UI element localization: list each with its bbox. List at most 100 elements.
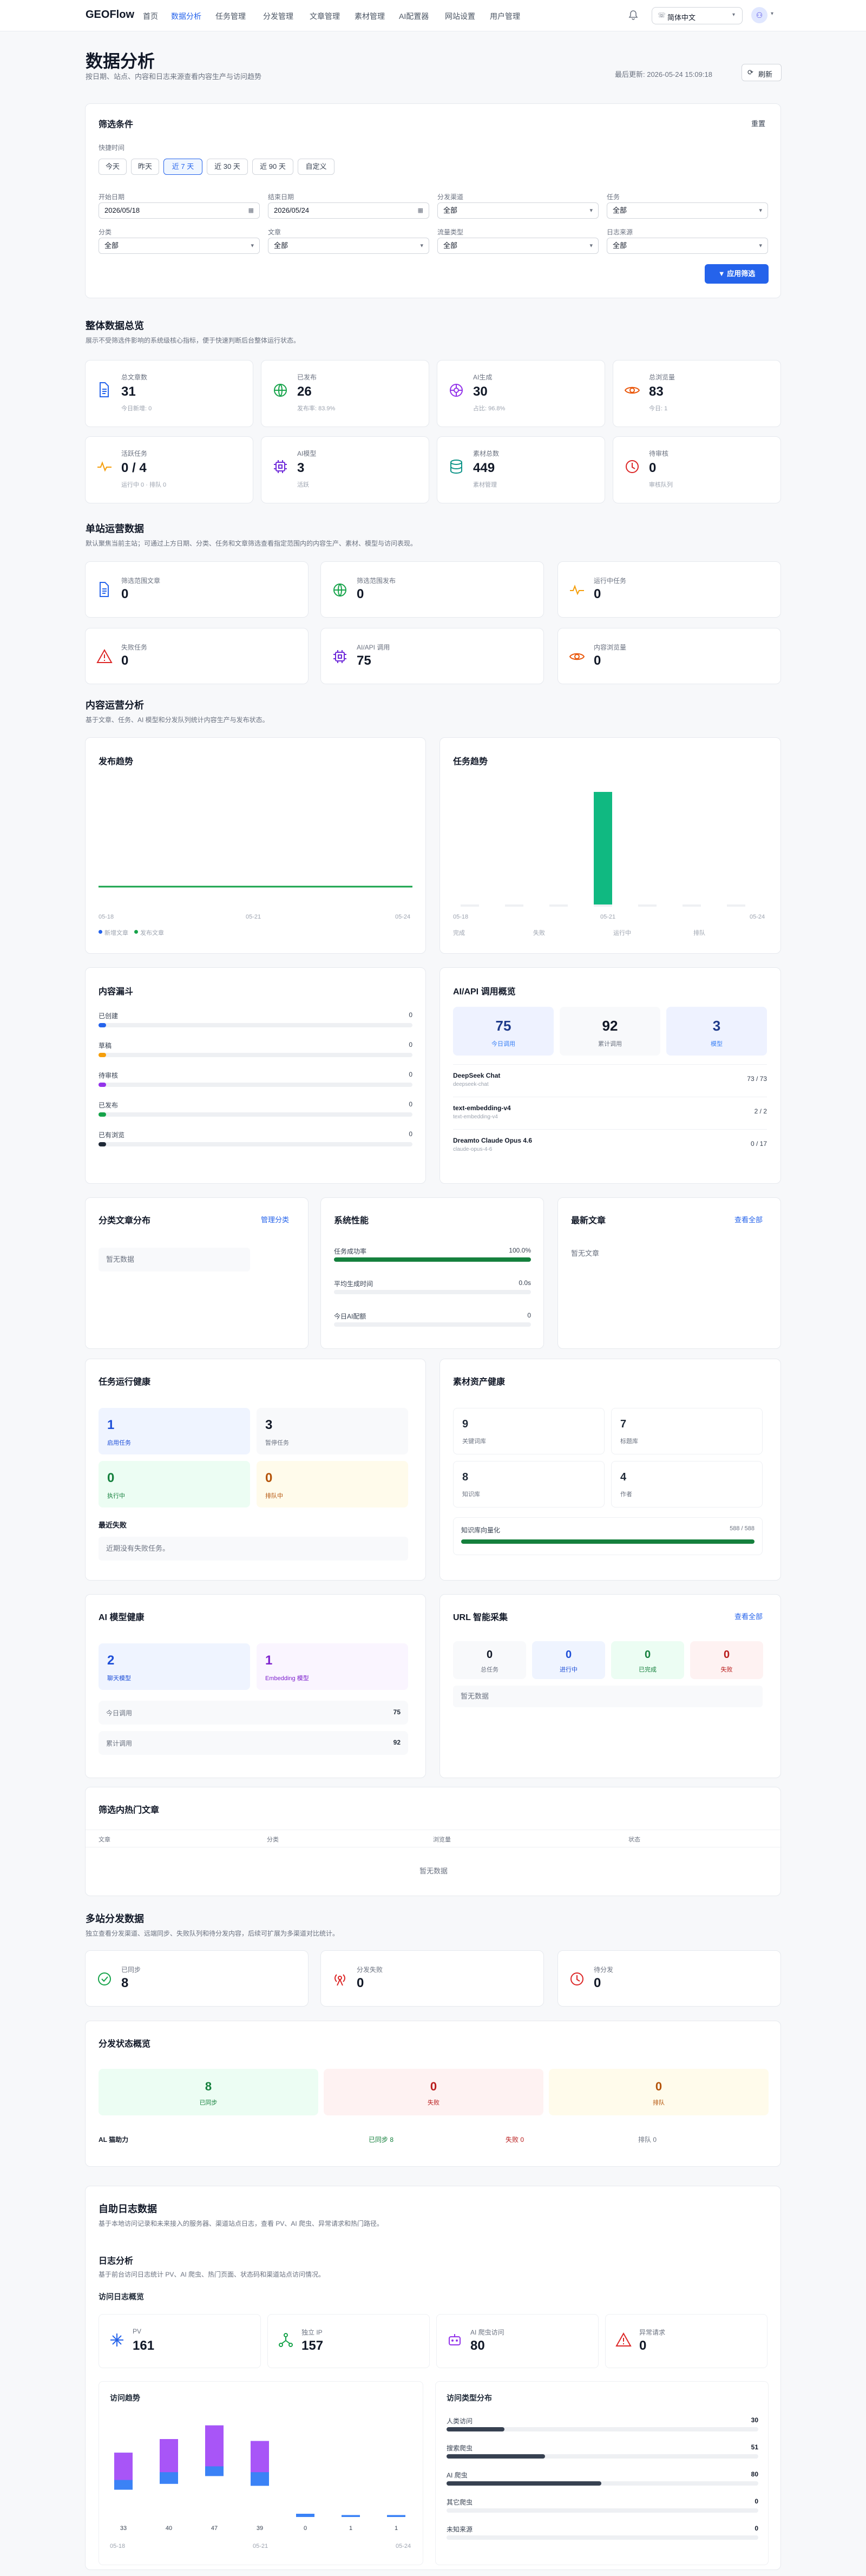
model-calls: 73 / 73 (747, 1075, 767, 1083)
type-value: 0 (755, 2525, 758, 2532)
last-updated: 最后更新: 2026-05-24 15:09:18 (615, 70, 712, 78)
tile-keywords: 9 关键词库 (453, 1408, 605, 1454)
visit-bar-human (387, 2515, 405, 2517)
col-header: 浏览量 (433, 1837, 451, 1843)
language-select[interactable]: ☏ 简体中文 ▾ (652, 7, 743, 24)
traffic-type-value: 全部 (443, 241, 458, 250)
visit-bar-label: 0 (304, 2525, 307, 2532)
card-value: 449 (473, 461, 495, 475)
bell-icon[interactable] (628, 10, 638, 21)
nav-users[interactable]: 用户管理 (490, 12, 520, 21)
card-label: 分发失败 (357, 1966, 383, 1974)
tile-value: 0 (565, 1649, 572, 1661)
system-performance-card: 系统性能 任务成功率 100.0% 平均生成时间 0.0s 今日AI配额 0 (320, 1197, 544, 1349)
recent-failures-title: 最近失败 (99, 1521, 127, 1529)
nav-analytics[interactable]: 数据分析 (171, 12, 201, 21)
apply-filter-button[interactable]: ▼ 应用筛选 (705, 264, 769, 284)
article-label: 文章 (268, 228, 281, 236)
card-value: 0 / 4 (121, 461, 147, 475)
view-all-link[interactable]: 查看全部 (734, 1216, 763, 1224)
nav-home[interactable]: 首页 (143, 12, 158, 21)
task-label: 任务 (607, 193, 620, 201)
nav-articles[interactable]: 文章管理 (310, 12, 340, 21)
card-note: 活跃 (297, 482, 309, 488)
latest-articles-card: 最新文章 查看全部 暂无文章 (557, 1197, 781, 1349)
site-card: 失败任务 0 (85, 628, 309, 684)
overview-desc: 展示不受筛选件影响的系统级核心指标，便于快速判断后台整体运行状态。 (86, 337, 300, 344)
card-label: 内容浏览量 (594, 644, 627, 651)
chip-icon (274, 460, 287, 473)
task-trend-chart (461, 792, 745, 907)
network-icon (279, 2333, 293, 2347)
quick-7-days[interactable]: 近 7 天 (163, 159, 202, 175)
log-source-label: 日志来源 (607, 228, 633, 236)
quick-custom[interactable]: 自定义 (298, 159, 334, 175)
chevron-down-icon: ▾ (589, 207, 593, 214)
task-category: 完成 (453, 930, 465, 936)
model-name: Dreamto Claude Opus 4.6 (453, 1137, 533, 1144)
start-date-input[interactable]: 2026/05/18 ▦ (99, 202, 260, 219)
category-empty: 暂无数据 (99, 1248, 250, 1271)
traffic-type-select[interactable]: 全部 ▾ (437, 238, 599, 254)
funnel-value: 0 (409, 1130, 412, 1138)
api-stat-models: 3 模型 (666, 1007, 767, 1056)
api-stat-today: 75 今日调用 (453, 1007, 554, 1056)
tile-value: 0 (655, 2080, 662, 2093)
broadcast-icon (334, 1974, 345, 1986)
logo[interactable]: GEOFlow (86, 9, 134, 21)
phone-icon: ☏ (658, 11, 666, 19)
stat-value: 3 (712, 1018, 721, 1034)
check-circle-icon (98, 1972, 111, 1985)
task-select[interactable]: 全部 ▾ (607, 202, 768, 219)
type-bar (447, 2454, 758, 2459)
nav-distribution[interactable]: 分发管理 (263, 12, 293, 21)
reset-button[interactable]: 重置 (751, 120, 766, 128)
tile-label: 执行中 (107, 1493, 125, 1499)
quick-30-days[interactable]: 近 30 天 (207, 159, 248, 175)
recent-failures-empty: 近期没有失败任务。 (99, 1537, 408, 1561)
perf-label: 平均生成时间 (334, 1280, 373, 1288)
card-label: 活跃任务 (121, 450, 148, 457)
funnel-value: 0 (409, 1100, 412, 1108)
nav-materials[interactable]: 素材管理 (355, 12, 385, 21)
log-analysis-title: 日志分析 (99, 2257, 134, 2266)
funnel-label: 草稿 (99, 1042, 112, 1050)
card-label: AI生成 (473, 373, 493, 381)
end-date-input[interactable]: 2026/05/24 ▦ (268, 202, 429, 219)
globe-icon (333, 584, 346, 597)
refresh-button[interactable]: ⟳ 刷新 (742, 64, 782, 81)
card-label: 总文章数 (121, 373, 148, 381)
funnel-bar (99, 1023, 412, 1027)
quick-yesterday[interactable]: 昨天 (131, 159, 159, 175)
quick-90-days[interactable]: 近 90 天 (252, 159, 293, 175)
visit-bar-label: 39 (257, 2525, 263, 2532)
channel-select[interactable]: 全部 ▾ (437, 202, 599, 219)
quick-today[interactable]: 今天 (99, 159, 127, 175)
nav-tasks[interactable]: 任务管理 (215, 12, 246, 21)
avatar[interactable]: ⚇ (751, 7, 767, 23)
category-select[interactable]: 全部 ▾ (99, 238, 260, 254)
tile-value: 0 (265, 1471, 273, 1485)
log-source-select[interactable]: 全部 ▾ (607, 238, 768, 254)
chip-icon (333, 650, 346, 663)
perf-label: 今日AI配额 (334, 1313, 366, 1320)
dist-title: 多站分发数据 (86, 1913, 144, 1924)
site-card: 内容浏览量 0 (557, 628, 781, 684)
url-tile-total: 0 总任务 (453, 1641, 526, 1679)
x-tick: 05-18 (110, 2543, 126, 2549)
nav-site-settings[interactable]: 网站设置 (445, 12, 475, 21)
sparkle-icon (110, 2334, 123, 2346)
page-subtitle: 按日期、站点、内容和日志来源查看内容生产与访问趋势 (86, 73, 262, 81)
url-tile-failed: 0 失败 (690, 1641, 763, 1679)
url-view-all-link[interactable]: 查看全部 (734, 1613, 763, 1621)
card-label: 独立 IP (301, 2329, 323, 2336)
dist-tile-failed: 0 失败 (324, 2069, 543, 2115)
manage-category-link[interactable]: 管理分类 (261, 1216, 290, 1224)
document-icon (100, 382, 109, 397)
type-label: 搜索爬虫 (447, 2444, 473, 2452)
nav-ai-config[interactable]: AI配置器 (399, 12, 429, 21)
site-desc: 默认聚焦当前主站；可通过上方日期、分类、任务和文章筛选查看指定范围内的内容生产、… (86, 540, 417, 547)
chevron-down-icon[interactable]: ▾ (771, 11, 774, 17)
article-select[interactable]: 全部 ▾ (268, 238, 429, 254)
channel-queued: 排队 0 (638, 2136, 657, 2144)
